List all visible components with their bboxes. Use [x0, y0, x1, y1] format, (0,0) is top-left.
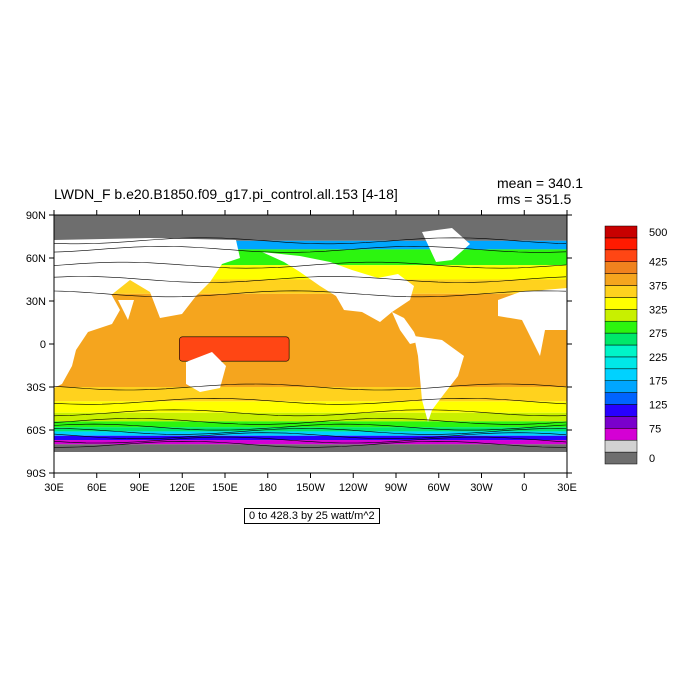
colorbar-label: 375: [649, 281, 667, 293]
plot-title: LWDN_F b.e20.B1850.f09_g17.pi_control.al…: [54, 186, 398, 202]
ocean-band: [54, 401, 567, 413]
colorbar-swatch: [604, 416, 638, 429]
colorbar-swatch: [604, 309, 638, 322]
central-america-landmass: [392, 312, 418, 344]
y-tick-label: 30N: [26, 296, 46, 308]
colorbar-label: 275: [649, 328, 667, 340]
contour-line: [54, 276, 567, 283]
contour-line: [54, 409, 567, 417]
greenland-landmass: [422, 228, 470, 262]
north-america-landmass: [262, 252, 414, 322]
y-tick-label: 30S: [26, 382, 46, 394]
land-mask: [54, 228, 567, 473]
colorbar-swatch: [604, 428, 638, 441]
colorbar-swatch: [604, 404, 638, 417]
colorbar-swatch: [604, 261, 638, 274]
x-tick-label: 180: [259, 482, 277, 494]
x-tick-label: 150E: [212, 482, 238, 494]
y-tick-label: 60N: [26, 253, 46, 265]
x-tick-label: 60E: [87, 482, 107, 494]
x-tick-label: 30W: [470, 482, 493, 494]
colorbar-label: 325: [649, 304, 667, 316]
y-tick-label: 90S: [26, 468, 46, 480]
colorbar-swatch: [604, 439, 638, 453]
ocean-band: [54, 431, 567, 436]
colorbar-label: 425: [649, 257, 667, 269]
x-tick-label: 0: [521, 482, 527, 494]
ocean-band: [54, 435, 567, 441]
colorbar-swatch: [604, 380, 638, 393]
eurasia-landmass: [54, 238, 240, 318]
rms-value: rms = 351.5: [497, 191, 572, 207]
colorbar-label: 0: [649, 453, 655, 465]
contour-line: [54, 383, 567, 391]
x-tick-label: 120W: [339, 482, 368, 494]
ocean-band: [54, 412, 567, 422]
south-america-landmass: [414, 336, 464, 422]
colorbar-swatch: [604, 237, 638, 251]
colorbar-swatch: [604, 249, 638, 262]
colorbar-label: 75: [649, 423, 661, 435]
contour-line: [54, 237, 567, 245]
x-tick-label: 150W: [296, 482, 325, 494]
contour-line: [54, 397, 567, 405]
ocean-band: [54, 240, 567, 250]
ocean-band: [54, 215, 567, 241]
ocean-band: [54, 427, 567, 432]
colorbar-swatch: [604, 285, 638, 298]
contour-line: [54, 436, 567, 444]
contour-line: [54, 428, 567, 435]
colorbar-swatch: [604, 225, 638, 239]
colorbar-label: 175: [649, 376, 667, 388]
y-tick-label: 60S: [26, 425, 46, 437]
mean-value: mean = 340.1: [497, 175, 584, 191]
contour-line: [54, 423, 567, 431]
contour-line: [54, 290, 567, 298]
colorbar-swatch: [604, 297, 638, 310]
contour-lines: [54, 237, 567, 448]
colorbar-swatch: [604, 392, 638, 405]
colorbar-label: 225: [649, 352, 667, 364]
india-landmass: [118, 300, 134, 320]
colorbar-swatch: [604, 368, 638, 381]
x-tick-label: 30E: [44, 482, 64, 494]
colorbar-swatch: [604, 273, 638, 286]
colorbar-label: 125: [649, 400, 667, 412]
europe-africa-landmass: [498, 288, 567, 356]
africa-landmass: [54, 292, 120, 388]
x-tick-label: 90W: [385, 482, 408, 494]
y-tick-label: 90N: [26, 210, 46, 222]
x-tick-label: 120E: [169, 482, 195, 494]
australia-landmass: [186, 352, 226, 392]
contour-range-label: 0 to 428.3 by 25 watt/m^2: [244, 508, 380, 524]
contour-line: [54, 432, 567, 439]
colorbar-swatch: [604, 344, 638, 358]
ocean-band: [54, 421, 567, 428]
x-tick-label: 30E: [557, 482, 577, 494]
colorbar-swatch: [604, 332, 638, 346]
ocean-band: [54, 293, 567, 387]
contour-line: [54, 261, 567, 269]
contour-line: [54, 246, 567, 253]
ocean-band: [54, 440, 567, 445]
colorbar-label: 500: [649, 227, 667, 239]
antarctica-landmass: [54, 452, 567, 473]
colorbar-swatch: [604, 356, 638, 370]
x-tick-label: 60W: [427, 482, 450, 494]
y-tick-label: 0: [40, 339, 46, 351]
x-tick-label: 90E: [130, 482, 150, 494]
contour-line: [54, 440, 566, 448]
map-axes: 30E 60E 90E 120E 150E 180 150W 120W 90W 60W 30W 0 30…: [26, 210, 577, 494]
colorbar-swatch: [604, 451, 638, 465]
contour-line: [54, 418, 567, 425]
colorbar-swatch: [604, 320, 638, 334]
